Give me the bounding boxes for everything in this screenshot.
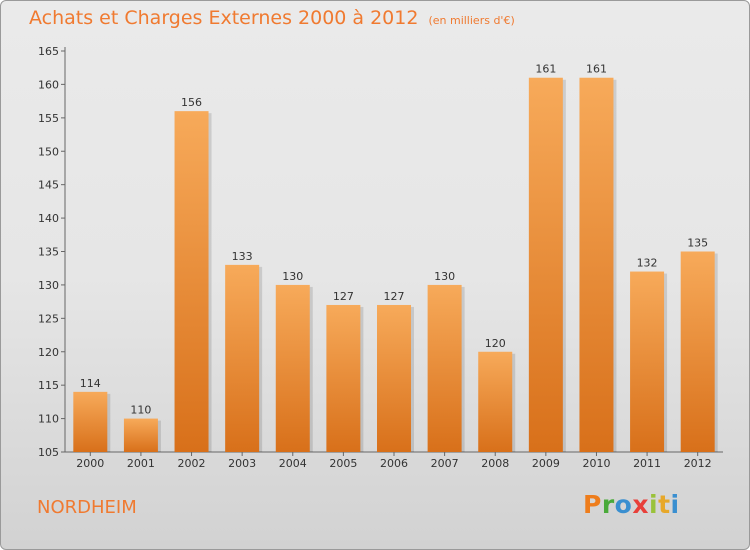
brand-letter: P	[583, 490, 602, 519]
data-label: 133	[232, 250, 253, 263]
y-tick-label: 165	[38, 45, 59, 58]
x-tick-label: 2007	[431, 457, 459, 470]
city-name: NORDHEIM	[37, 497, 137, 518]
brand-letter: r	[601, 490, 615, 519]
data-label: 161	[586, 63, 607, 76]
x-tick-label: 2012	[684, 457, 712, 470]
bar	[225, 264, 260, 452]
x-tick-label: 2010	[582, 457, 610, 470]
x-tick-label: 2002	[178, 457, 206, 470]
y-tick-label: 120	[38, 346, 59, 359]
y-tick-label: 135	[38, 246, 59, 259]
x-tick-label: 2001	[127, 457, 155, 470]
bar	[326, 304, 361, 452]
title-row: Achats et Charges Externes 2000 à 2012 (e…	[29, 7, 515, 29]
data-label: 132	[637, 257, 658, 270]
y-tick-label: 115	[38, 379, 59, 392]
x-tick-label: 2008	[481, 457, 509, 470]
chart-subtitle: (en milliers d'€)	[428, 14, 515, 27]
bar	[275, 284, 310, 452]
y-tick-label: 145	[38, 179, 59, 192]
y-tick-label: 110	[38, 413, 59, 426]
data-label: 130	[282, 270, 303, 283]
brand-letter: t	[658, 490, 671, 519]
bar	[630, 271, 665, 452]
x-tick-label: 2011	[633, 457, 661, 470]
y-tick-label: 125	[38, 312, 59, 325]
y-tick-label: 130	[38, 279, 59, 292]
data-label: 127	[384, 290, 405, 303]
y-tick-label: 105	[38, 446, 59, 459]
brand-letter: o	[614, 490, 633, 519]
x-tick-label: 2009	[532, 457, 560, 470]
data-label: 114	[80, 377, 101, 390]
y-tick-label: 155	[38, 112, 59, 125]
brand-letter: i	[670, 490, 680, 519]
bar	[377, 304, 411, 452]
x-tick-label: 2004	[279, 457, 307, 470]
bar	[174, 111, 209, 453]
data-label: 120	[485, 337, 506, 350]
y-tick-label: 140	[38, 212, 59, 225]
data-label: 161	[535, 63, 556, 76]
data-labels: 114 110 156 133 130 127 127 130 120 161 161 132 135	[80, 63, 708, 417]
data-label: 135	[687, 237, 708, 250]
chart-title: Achats et Charges Externes 2000 à 2012	[29, 7, 419, 29]
data-label: 156	[181, 96, 202, 109]
bars	[73, 77, 718, 453]
bar	[528, 77, 563, 452]
bar	[427, 284, 462, 452]
y-tick-label: 160	[38, 78, 59, 91]
brand-letter: i	[649, 490, 659, 519]
x-tick-label: 2006	[380, 457, 408, 470]
bar	[73, 391, 108, 452]
data-label: 110	[130, 404, 151, 417]
data-label: 127	[333, 290, 354, 303]
brand-logo: Proxiti	[583, 490, 680, 519]
bar	[680, 251, 715, 452]
x-tick-label: 2003	[228, 457, 256, 470]
bar	[579, 77, 614, 452]
data-label: 130	[434, 270, 455, 283]
brand-letter: x	[632, 490, 649, 519]
bar	[123, 418, 158, 452]
bar	[478, 351, 513, 452]
x-tick-label: 2000	[76, 457, 104, 470]
y-tick-label: 150	[38, 145, 59, 158]
x-tick-label: 2005	[329, 457, 357, 470]
